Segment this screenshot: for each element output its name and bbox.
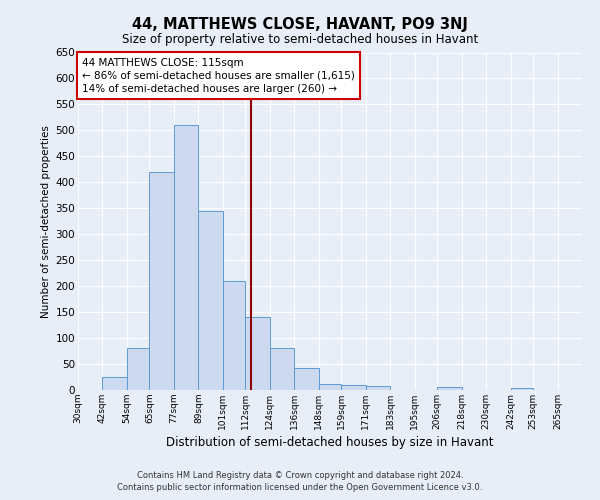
Bar (270, 348, 294, 390)
Bar (511, 388, 533, 390)
Bar (245, 318, 270, 390)
Bar (319, 384, 341, 390)
Text: Contains HM Land Registry data © Crown copyright and database right 2024.
Contai: Contains HM Land Registry data © Crown c… (118, 471, 482, 492)
Y-axis label: Number of semi-detached properties: Number of semi-detached properties (41, 125, 52, 318)
Bar (127, 348, 149, 390)
Bar (103, 377, 127, 390)
Bar (149, 172, 174, 390)
Bar (199, 211, 223, 390)
Bar (366, 386, 390, 390)
Bar (437, 388, 461, 390)
Bar (223, 281, 245, 390)
Text: Size of property relative to semi-detached houses in Havant: Size of property relative to semi-detach… (122, 32, 478, 46)
Bar (174, 125, 199, 390)
Text: 44 MATTHEWS CLOSE: 115sqm
← 86% of semi-detached houses are smaller (1,615)
14% : 44 MATTHEWS CLOSE: 115sqm ← 86% of semi-… (82, 58, 355, 94)
X-axis label: Distribution of semi-detached houses by size in Havant: Distribution of semi-detached houses by … (166, 436, 494, 449)
Bar (341, 385, 366, 390)
Bar (294, 368, 319, 390)
Text: 44, MATTHEWS CLOSE, HAVANT, PO9 3NJ: 44, MATTHEWS CLOSE, HAVANT, PO9 3NJ (132, 18, 468, 32)
